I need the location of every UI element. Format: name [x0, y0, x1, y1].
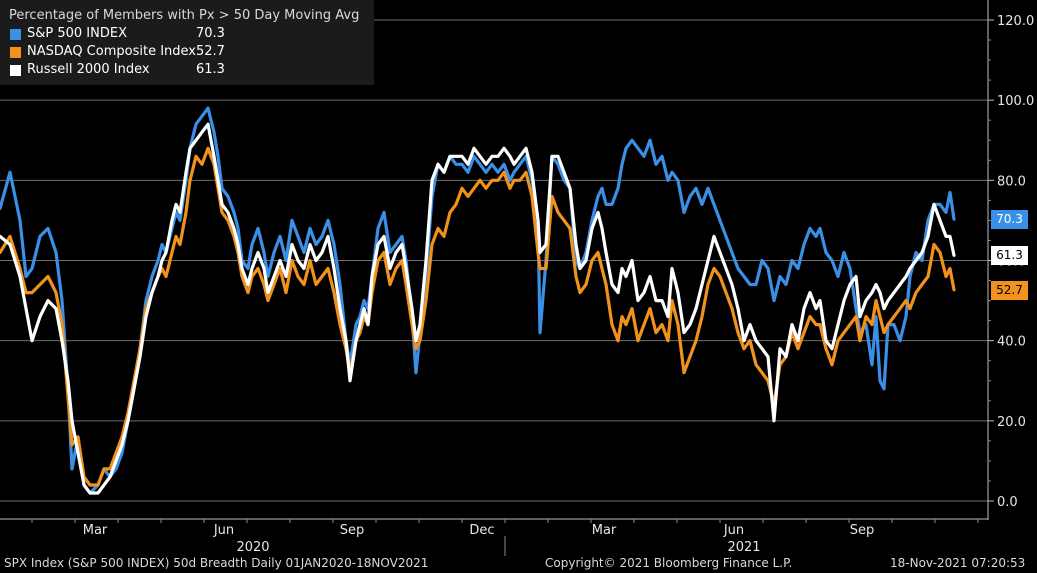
y-tick-label: 40.0 [997, 335, 1026, 350]
legend-label-nasdaq: NASDAQ Composite Index [27, 44, 196, 59]
year-label: 2021 [727, 540, 760, 555]
x-tick-label: Sep [850, 523, 875, 538]
y-tick-label: 120.0 [997, 14, 1034, 29]
y-tick-label: 20.0 [997, 415, 1026, 430]
y-tick-label: 100.0 [997, 94, 1034, 109]
footer-ticker: SPX Index (S&P 500 INDEX) 50d Breadth Da… [4, 556, 429, 570]
series-line-0 [0, 106, 956, 495]
year-label: 2020 [236, 540, 269, 555]
last-value-tag-russell: 61.3 [991, 246, 1028, 266]
footer-copyright: Copyright© 2021 Bloomberg Finance L.P. [545, 556, 793, 570]
legend-swatch-russell [10, 65, 21, 76]
gridlines [0, 19, 988, 502]
x-axis: Mar Jun Sep Dec Mar Jun Sep 2020 2021 [0, 518, 988, 556]
legend-value-spx: 70.3 [196, 26, 225, 41]
footer-timestamp: 18-Nov-2021 07:20:53 [890, 556, 1026, 570]
legend-value-nasdaq: 52.7 [196, 44, 225, 59]
y-tick-label: 80.0 [997, 174, 1026, 189]
x-tick-label: Jun [723, 523, 744, 538]
legend-swatch-spx [10, 29, 21, 40]
x-tick-label: Jun [213, 523, 234, 538]
x-tick-label: Dec [469, 523, 494, 538]
series-line-1 [0, 146, 956, 487]
legend-label-russell: Russell 2000 Index [27, 62, 150, 77]
series-line-2 [0, 122, 956, 495]
last-value-tag-nasdaq: 52.7 [991, 280, 1028, 300]
series-lines [0, 106, 956, 495]
legend-value-russell: 61.3 [196, 62, 225, 77]
legend: Percentage of Members with Px > 50 Day M… [0, 0, 374, 85]
chart-title: Percentage of Members with Px > 50 Day M… [9, 8, 360, 23]
legend-label-spx: S&P 500 INDEX [27, 26, 127, 41]
legend-swatch-nasdaq [10, 47, 21, 58]
y-tick-label: 0.0 [997, 495, 1018, 510]
x-tick-label: Mar [592, 523, 617, 538]
last-value-tag-spx: 70.3 [991, 210, 1028, 230]
x-tick-label: Sep [340, 523, 365, 538]
x-tick-label: Mar [83, 523, 108, 538]
